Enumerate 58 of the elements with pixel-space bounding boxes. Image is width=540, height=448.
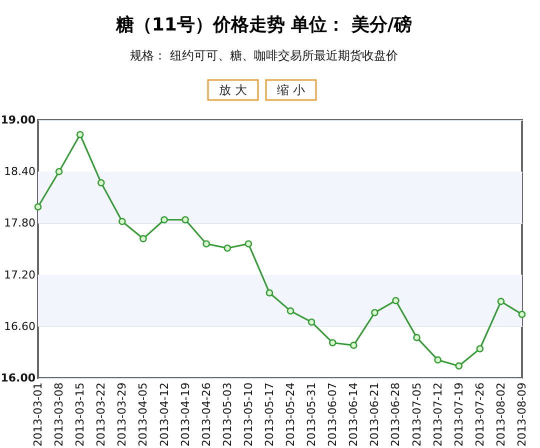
point [455,362,463,370]
point [244,240,252,248]
point [392,296,400,304]
x-tick-label: 2013-04-26 [200,382,213,446]
point [202,240,210,248]
point [224,244,232,252]
x-tick-label: 2013-04-05 [136,382,150,446]
y-tick-label: 16.00 [0,372,36,384]
x-tick-label: 2013-03-01 [32,382,44,446]
x-tick-label: 2013-06-14 [347,382,360,446]
x-tick-label: 2013-05-31 [305,382,318,446]
x-tick-label: 2013-05-17 [262,382,276,446]
x-tick-label: 2013-06-07 [326,382,340,446]
x-tick-label: 2013-08-02 [494,382,508,446]
x-tick-label: 2013-05-24 [284,382,298,446]
x-tick-label: 2013-04-19 [178,382,192,446]
point [55,168,63,176]
point [434,356,442,364]
x-tick-label: 2013-07-12 [431,382,444,446]
point [182,216,189,224]
x-tick-label: 2013-07-05 [410,382,424,446]
point [140,235,147,242]
point [76,130,84,138]
text: 放 大 [219,83,247,97]
x-tick-label: 2013-05-03 [220,382,234,446]
x-tick-label: 2013-03-29 [116,382,129,446]
point [328,339,336,346]
y-tick-label: 19.00 [0,114,36,126]
point [308,318,316,326]
x-tick-label: 2013-04-12 [158,382,171,446]
x-tick-label: 2013-03-15 [74,382,87,446]
point [34,203,42,211]
point [476,345,484,352]
point [518,310,526,318]
x-tick-label: 2013-07-19 [452,382,466,446]
y-tick-label: 17.20 [4,268,36,282]
point [97,179,105,186]
point [160,216,168,224]
x-tick-label: 2013-08-09 [516,382,528,446]
point [497,298,505,306]
chart-title: 糖（11号）价格走势 单位： 美分/磅 [114,14,412,36]
point [371,308,378,316]
y-tick-label: 18.40 [4,165,36,178]
x-tick-label: 2013-07-26 [473,382,486,446]
point [413,334,420,342]
x-tick-label: 2013-03-22 [94,382,108,446]
x-tick-label: 2013-06-21 [368,382,382,446]
text: 缩 小 [277,83,305,97]
y-tick-label: 17.80 [4,216,36,230]
x-tick-label: 2013-03-08 [52,382,66,446]
point [286,307,294,315]
x-tick-label: 2013-06-28 [389,382,402,446]
point [266,289,274,297]
point [350,342,358,349]
point [118,218,126,226]
y-tick-label: 16.60 [4,320,36,333]
x-tick-label: 2013-05-10 [242,382,255,446]
chart-subtitle: 规格： 纽约可可、糖、咖啡交易所最近期货收盘价 [130,48,398,62]
